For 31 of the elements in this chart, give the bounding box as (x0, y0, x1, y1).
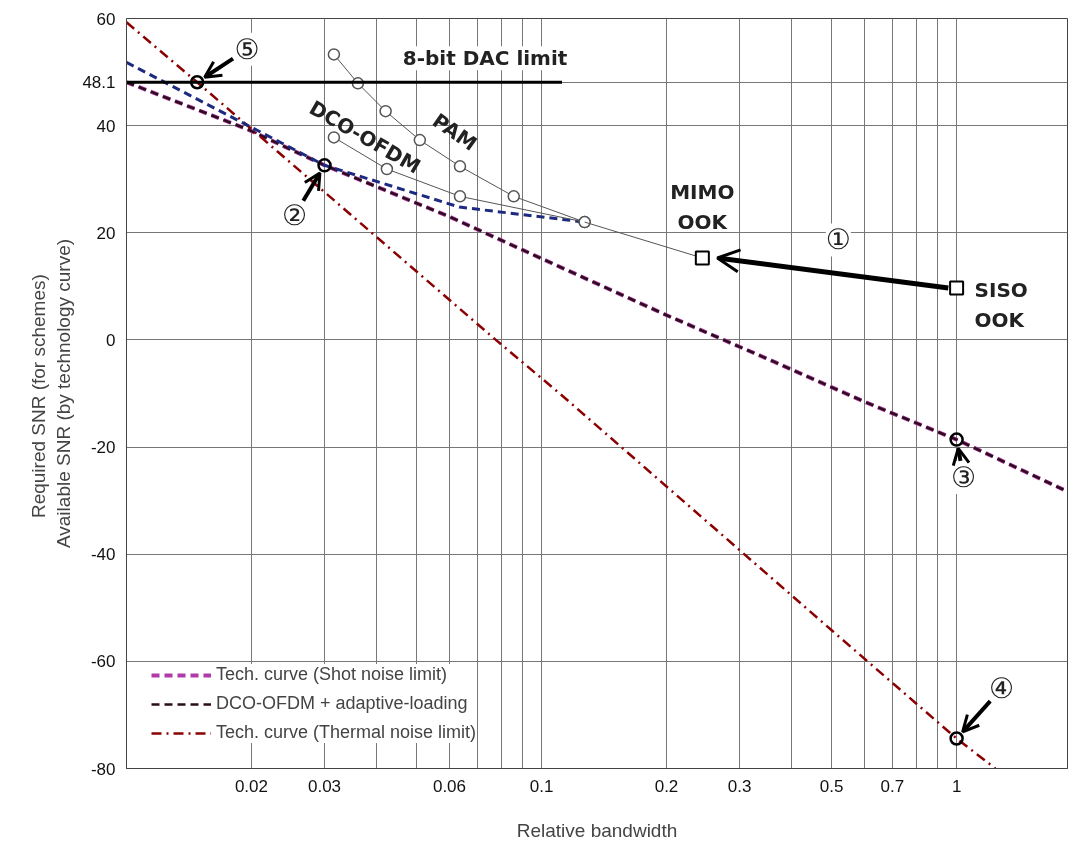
x-tick-label: 0.3 (727, 776, 752, 796)
x-tick-label: 0.1 (529, 776, 554, 796)
x-tick-label: 0.02 (234, 776, 268, 796)
y-tick-label: 60 (96, 9, 116, 29)
annotation: ③ (951, 461, 977, 495)
legend-label: DCO-OFDM + adaptive-loading (216, 693, 468, 714)
y-tick-label: 20 (96, 223, 116, 243)
annotation: ④ (989, 672, 1015, 705)
y-axis-title: Required SNR (for schemes) Available SNR (by technology curve) (28, 238, 75, 549)
annotation: ② (281, 198, 308, 232)
x-tick-label: 1 (951, 776, 962, 796)
annotation: SISO OOK (974, 277, 1028, 332)
y-tick-label: 48.1 (82, 73, 116, 93)
x-tick-label: 0.7 (880, 776, 905, 796)
y-tick-label: -80 (90, 759, 116, 779)
y-tick-label: -60 (90, 652, 116, 672)
x-tick-label: 0.06 (432, 776, 467, 796)
x-tick-label: 0.5 (819, 776, 844, 796)
annotation: ① (825, 223, 851, 257)
annotation: 8-bit DAC limit (402, 46, 568, 71)
y-tick-label: -40 (90, 545, 116, 565)
annotation: ⑤ (234, 32, 260, 66)
annotation: MIMO OOK (670, 179, 735, 234)
legend-label: Tech. curve (Thermal noise limit) (216, 722, 477, 743)
x-tick-label: 0.2 (654, 776, 679, 796)
y-tick-label: -20 (90, 438, 116, 458)
x-tick-label: 0.03 (307, 776, 342, 796)
legend-label: Tech. curve (Shot noise limit) (216, 664, 448, 685)
y-tick-label: 40 (96, 116, 116, 136)
y-tick-label: 0 (106, 330, 116, 350)
x-axis-title: Relative bandwidth (516, 819, 678, 841)
